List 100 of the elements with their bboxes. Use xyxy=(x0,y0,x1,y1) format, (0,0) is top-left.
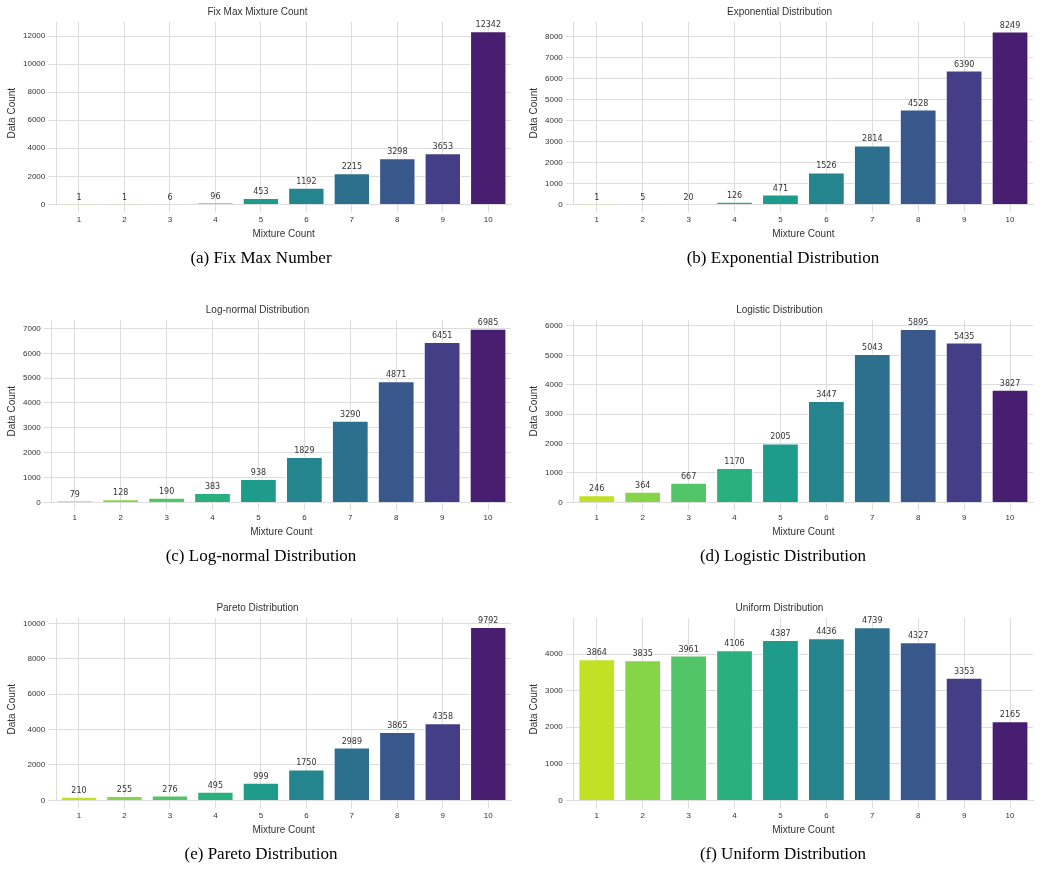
data-label: 3298 xyxy=(386,147,407,157)
x-tick-label: 6 xyxy=(823,513,829,523)
y-tick-label: 0 xyxy=(557,497,563,507)
x-axis-title: Mixture Count xyxy=(771,823,835,835)
x-tick-label: 1 xyxy=(594,215,600,225)
x-tick-label: 9 xyxy=(961,215,967,225)
data-label: 3865 xyxy=(386,721,407,731)
data-label: 4436 xyxy=(815,627,837,637)
data-label: 246 xyxy=(588,484,604,494)
x-tick-label: 5 xyxy=(777,811,783,821)
y-tick-label: 4000 xyxy=(26,143,46,153)
y-tick-label: 12000 xyxy=(22,31,46,41)
text: (a) Fix Max Number xyxy=(190,248,332,268)
data-label: 2005 xyxy=(769,432,791,442)
x-tick-label: 1 xyxy=(594,513,600,523)
x-tick-label: 9 xyxy=(440,811,446,821)
y-axis-title: Data Count xyxy=(5,385,17,437)
text: (f) Uniform Distribution xyxy=(699,844,867,864)
x-tick-label: 4 xyxy=(731,215,737,225)
x-tick-label: 8 xyxy=(915,215,921,225)
data-label: 938 xyxy=(250,468,266,478)
y-tick-label: 5000 xyxy=(544,94,563,104)
data-label: 471 xyxy=(772,183,788,193)
x-tick-label: 5 xyxy=(255,513,261,523)
data-label: 126 xyxy=(726,190,742,200)
y-tick-label: 3000 xyxy=(544,136,563,146)
data-label: 4871 xyxy=(385,370,406,380)
data-label: 364 xyxy=(634,480,650,490)
x-tick-label: 10 xyxy=(1005,513,1015,523)
x-tick-label: 6 xyxy=(303,811,309,821)
x-tick-label: 9 xyxy=(961,513,967,523)
x-tick-label: 3 xyxy=(685,215,691,225)
x-tick-label: 1 xyxy=(72,513,78,523)
x-tick-label: 7 xyxy=(869,215,875,225)
data-label: 495 xyxy=(207,780,223,790)
x-tick-label: 1 xyxy=(594,811,600,821)
y-tick-label: 8000 xyxy=(26,653,46,663)
y-tick-label: 4000 xyxy=(26,724,46,734)
y-tick-label: 3000 xyxy=(22,423,41,433)
x-tick-label: 2 xyxy=(117,513,123,523)
x-tick-label: 2 xyxy=(121,811,127,821)
data-label: 3835 xyxy=(632,649,653,659)
data-label: 3653 xyxy=(432,142,453,152)
x-tick-label: 5 xyxy=(258,215,264,225)
chart-title: Logistic Distribution xyxy=(735,303,823,315)
data-label: 4327 xyxy=(907,631,928,641)
chart-title: Fix Max Mixture Count xyxy=(206,5,308,17)
x-tick-label: 6 xyxy=(301,513,307,523)
x-tick-label: 7 xyxy=(349,811,355,821)
x-axis-title: Mixture Count xyxy=(249,525,313,537)
data-label: 1 xyxy=(593,193,599,203)
data-label: 12342 xyxy=(475,20,501,30)
chart-title: Pareto Distribution xyxy=(215,601,299,613)
x-tick-label: 2 xyxy=(121,215,127,225)
x-tick-label: 8 xyxy=(915,513,921,523)
y-tick-label: 8000 xyxy=(26,87,46,97)
x-tick-label: 3 xyxy=(167,215,173,225)
x-tick-label: 9 xyxy=(439,513,445,523)
y-tick-label: 2000 xyxy=(26,760,46,770)
data-label: 20 xyxy=(683,193,694,203)
x-tick-label: 3 xyxy=(163,513,169,523)
x-tick-label: 8 xyxy=(915,811,921,821)
x-tick-label: 4 xyxy=(731,513,737,523)
y-axis-title: Data Count xyxy=(5,87,17,139)
x-tick-label: 6 xyxy=(303,215,309,225)
y-tick-label: 4000 xyxy=(544,379,563,389)
y-tick-label: 4000 xyxy=(544,115,563,125)
text: (e) Pareto Distribution xyxy=(184,844,338,864)
x-tick-label: 7 xyxy=(869,811,875,821)
x-axis-title: Mixture Count xyxy=(252,227,315,239)
y-tick-label: 3000 xyxy=(544,685,563,695)
y-tick-label: 0 xyxy=(557,199,563,209)
x-axis-title: Mixture Count xyxy=(252,823,315,835)
data-label: 6 xyxy=(166,193,172,203)
data-label: 1170 xyxy=(723,457,745,467)
text: (c) Log-normal Distribution xyxy=(165,546,357,566)
data-label: 4387 xyxy=(769,629,791,639)
x-tick-label: 9 xyxy=(440,215,446,225)
data-label: 96 xyxy=(209,192,220,202)
data-label: 9792 xyxy=(477,616,498,626)
y-tick-label: 10000 xyxy=(22,59,46,69)
x-tick-label: 7 xyxy=(347,513,353,523)
y-tick-label: 7000 xyxy=(544,52,563,62)
x-tick-label: 6 xyxy=(823,215,829,225)
y-tick-label: 3000 xyxy=(544,409,563,419)
y-tick-label: 4000 xyxy=(544,649,563,659)
data-label: 6390 xyxy=(953,59,974,69)
x-tick-label: 10 xyxy=(1005,215,1015,225)
y-tick-label: 4000 xyxy=(22,398,41,408)
data-label: 1192 xyxy=(295,176,317,186)
y-axis-title: Data Count xyxy=(527,385,539,437)
x-tick-label: 2 xyxy=(639,513,645,523)
data-label: 3864 xyxy=(586,648,607,658)
x-tick-label: 6 xyxy=(823,811,829,821)
data-label: 5435 xyxy=(953,331,974,341)
x-tick-label: 5 xyxy=(258,811,264,821)
y-tick-label: 2000 xyxy=(544,722,563,732)
data-label: 6451 xyxy=(431,331,452,341)
y-tick-label: 2000 xyxy=(544,157,563,167)
y-tick-label: 6000 xyxy=(26,689,46,699)
